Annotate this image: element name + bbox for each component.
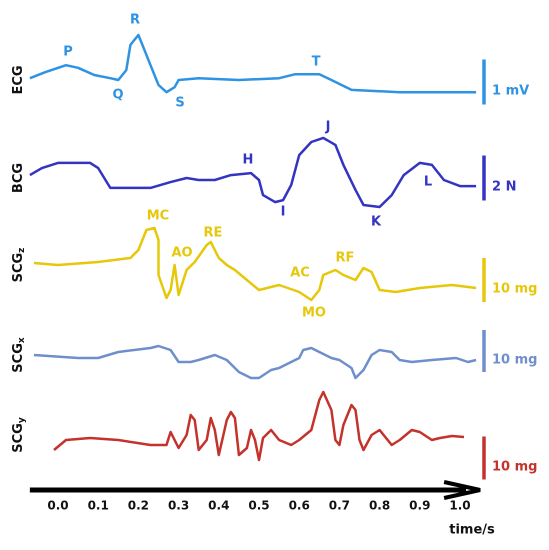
row-subscript: x [17, 337, 27, 343]
peak-label: MC [147, 209, 169, 224]
row-name: SCG [11, 253, 26, 283]
scale-label: 10 mg [492, 460, 537, 475]
row-label: SCGy [11, 417, 27, 453]
x-tick-label: 0.5 [248, 499, 269, 513]
peak-label: J [325, 120, 331, 135]
x-tick-label: 0.4 [208, 499, 229, 513]
trace [33, 344, 477, 380]
row-label: ECG [11, 65, 26, 94]
peak-label: L [424, 175, 432, 190]
x-axis-label: time/s [449, 523, 495, 538]
scale-label: 2 N [492, 180, 516, 195]
peak-label: AC [290, 266, 310, 281]
peak-label: R [130, 13, 140, 28]
x-tick-label: 0.3 [168, 499, 189, 513]
row-name: ECG [11, 65, 26, 94]
trace [33, 226, 477, 302]
scale-label: 10 mg [492, 282, 537, 297]
peak-label: Q [112, 88, 123, 103]
row-name: BCG [11, 163, 26, 193]
peak-label: AO [171, 246, 192, 261]
x-tick-label: 1.0 [449, 499, 470, 513]
peak-label: T [312, 55, 321, 70]
peak-label: MO [302, 306, 326, 321]
peak-label: RF [336, 251, 355, 266]
trace [53, 390, 465, 462]
row-label: SCGx [11, 337, 27, 373]
peak-label: K [371, 215, 382, 230]
x-tick-label: 0.2 [128, 499, 149, 513]
x-tick-label: 0.0 [47, 499, 68, 513]
trace [29, 33, 477, 94]
peak-label: P [63, 45, 73, 60]
scale-label: 10 mg [492, 353, 537, 368]
peak-label: H [243, 153, 254, 168]
x-axis-arrow [443, 480, 481, 500]
row-name: SCG [11, 343, 26, 373]
row-name: SCG [11, 423, 26, 453]
peak-label: S [175, 96, 184, 111]
x-tick-label: 0.6 [289, 499, 310, 513]
row-subscript: z [17, 248, 27, 253]
x-tick-label: 0.7 [329, 499, 350, 513]
peak-label: I [281, 205, 286, 220]
peak-label: RE [204, 226, 223, 241]
row-label: SCGz [11, 248, 27, 283]
x-tick-label: 0.8 [369, 499, 390, 513]
trace [29, 136, 477, 209]
x-tick-label: 0.9 [409, 499, 430, 513]
scale-label: 1 mV [492, 84, 529, 99]
x-tick-label: 0.1 [88, 499, 109, 513]
row-label: BCG [11, 163, 26, 193]
row-subscript: y [17, 417, 27, 423]
